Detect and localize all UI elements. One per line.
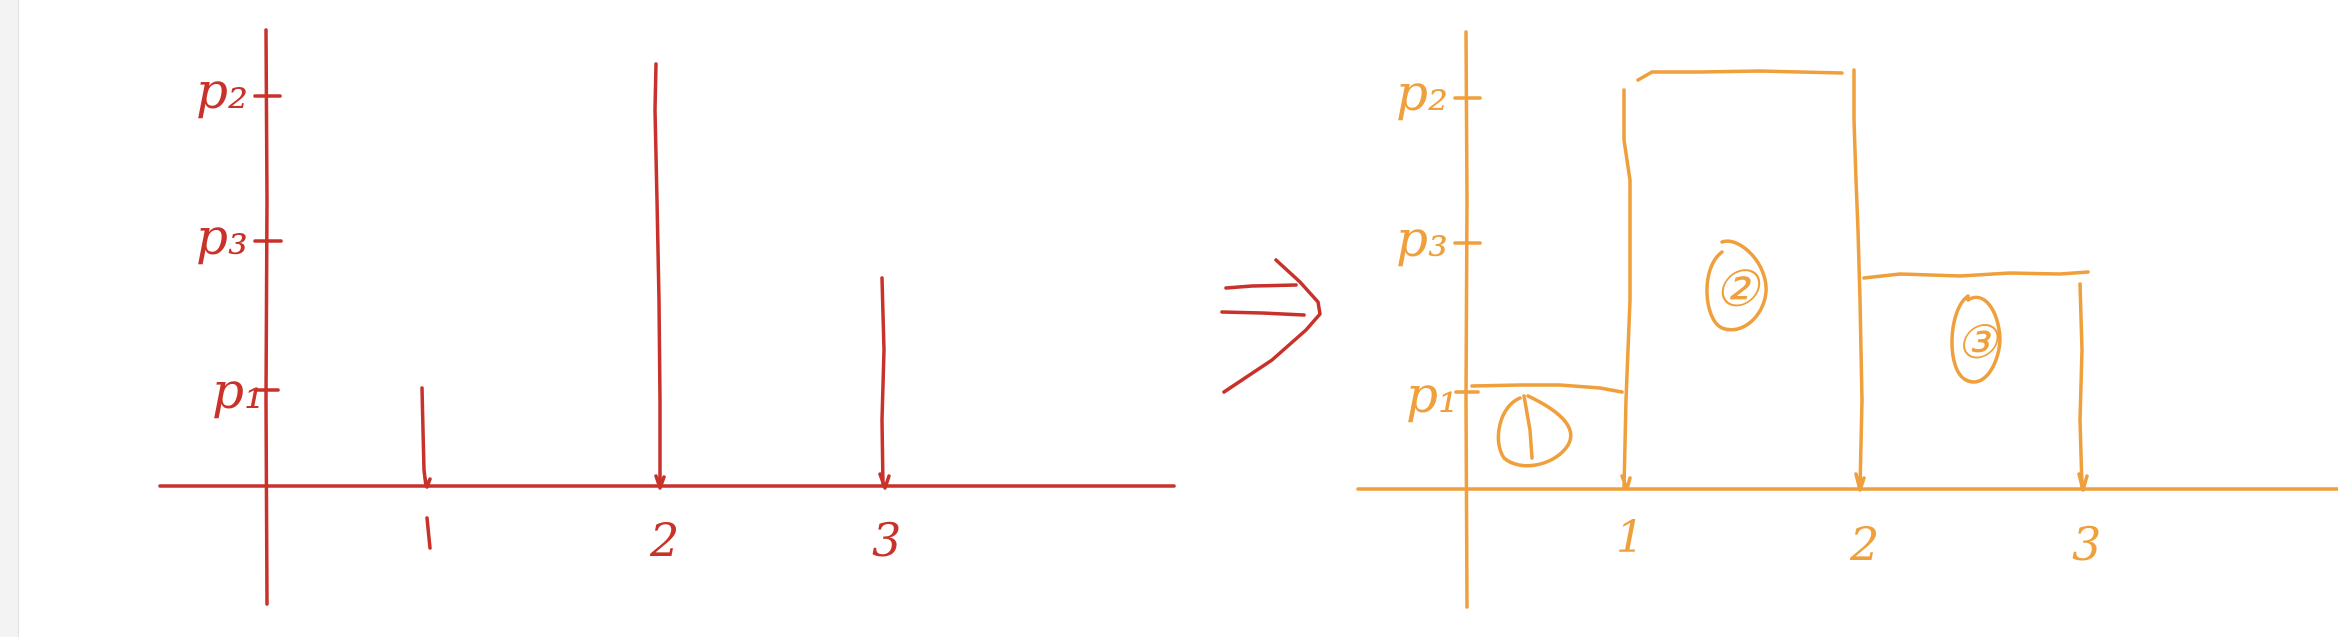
left-y-label-p1: p₁ [212, 362, 264, 420]
right-y-label-p2: p₂ [1396, 64, 1448, 122]
right-y-axis [1464, 30, 1469, 609]
left-stem-3 [880, 276, 886, 488]
left-x-label-3: 3 [872, 513, 901, 567]
region-1-marker [1496, 394, 1573, 468]
arrow-glyph: ⇒ [1222, 299, 1223, 301]
step-vertical-x1 [1622, 88, 1632, 490]
left-stem-diagram [158, 28, 1176, 606]
right-y-label-p1: p₁ [1406, 366, 1458, 424]
implies-arrow [1220, 258, 1322, 394]
left-gutter [0, 0, 19, 637]
left-stem-3-base [878, 472, 891, 490]
right-x-label-1: 1 [1616, 512, 1644, 563]
region-3-label: ③ [1956, 315, 2000, 369]
step-vertical-x1-base [1620, 474, 1632, 491]
step-top-region-1 [1470, 383, 1624, 394]
region-1-label: ① [1516, 409, 1560, 463]
left-stem-2 [653, 62, 662, 488]
left-stem-1-base [423, 476, 432, 489]
step-vertical-x2-base [1854, 472, 1866, 492]
left-y-label-p3: p₃ [196, 208, 248, 266]
region-3-marker [1950, 294, 2002, 384]
left-x-label-2: 2 [649, 513, 679, 567]
step-vertical-x3-base [2077, 472, 2089, 492]
right-step-diagram [1356, 30, 2338, 609]
region-2-label: ② [1714, 260, 1761, 318]
region-2-marker [1705, 239, 1768, 332]
step-vertical-x3 [2078, 282, 2084, 490]
step-top-region-2 [1636, 69, 1844, 82]
step-top-region-3 [1862, 270, 2090, 280]
step-vertical-x2 [1852, 68, 1864, 490]
left-x-label-1: 1 [422, 508, 450, 559]
right-x-label-2: 2 [1849, 517, 1879, 571]
left-y-label-p2: p₂ [196, 62, 248, 120]
left-y-axis [264, 28, 269, 606]
left-x-mark-1 [425, 516, 432, 550]
right-y-label-p3: p₃ [1396, 210, 1448, 268]
left-stem-2-base [654, 474, 666, 490]
right-x-label-3: 3 [2072, 517, 2101, 571]
left-stem-1 [420, 386, 428, 488]
